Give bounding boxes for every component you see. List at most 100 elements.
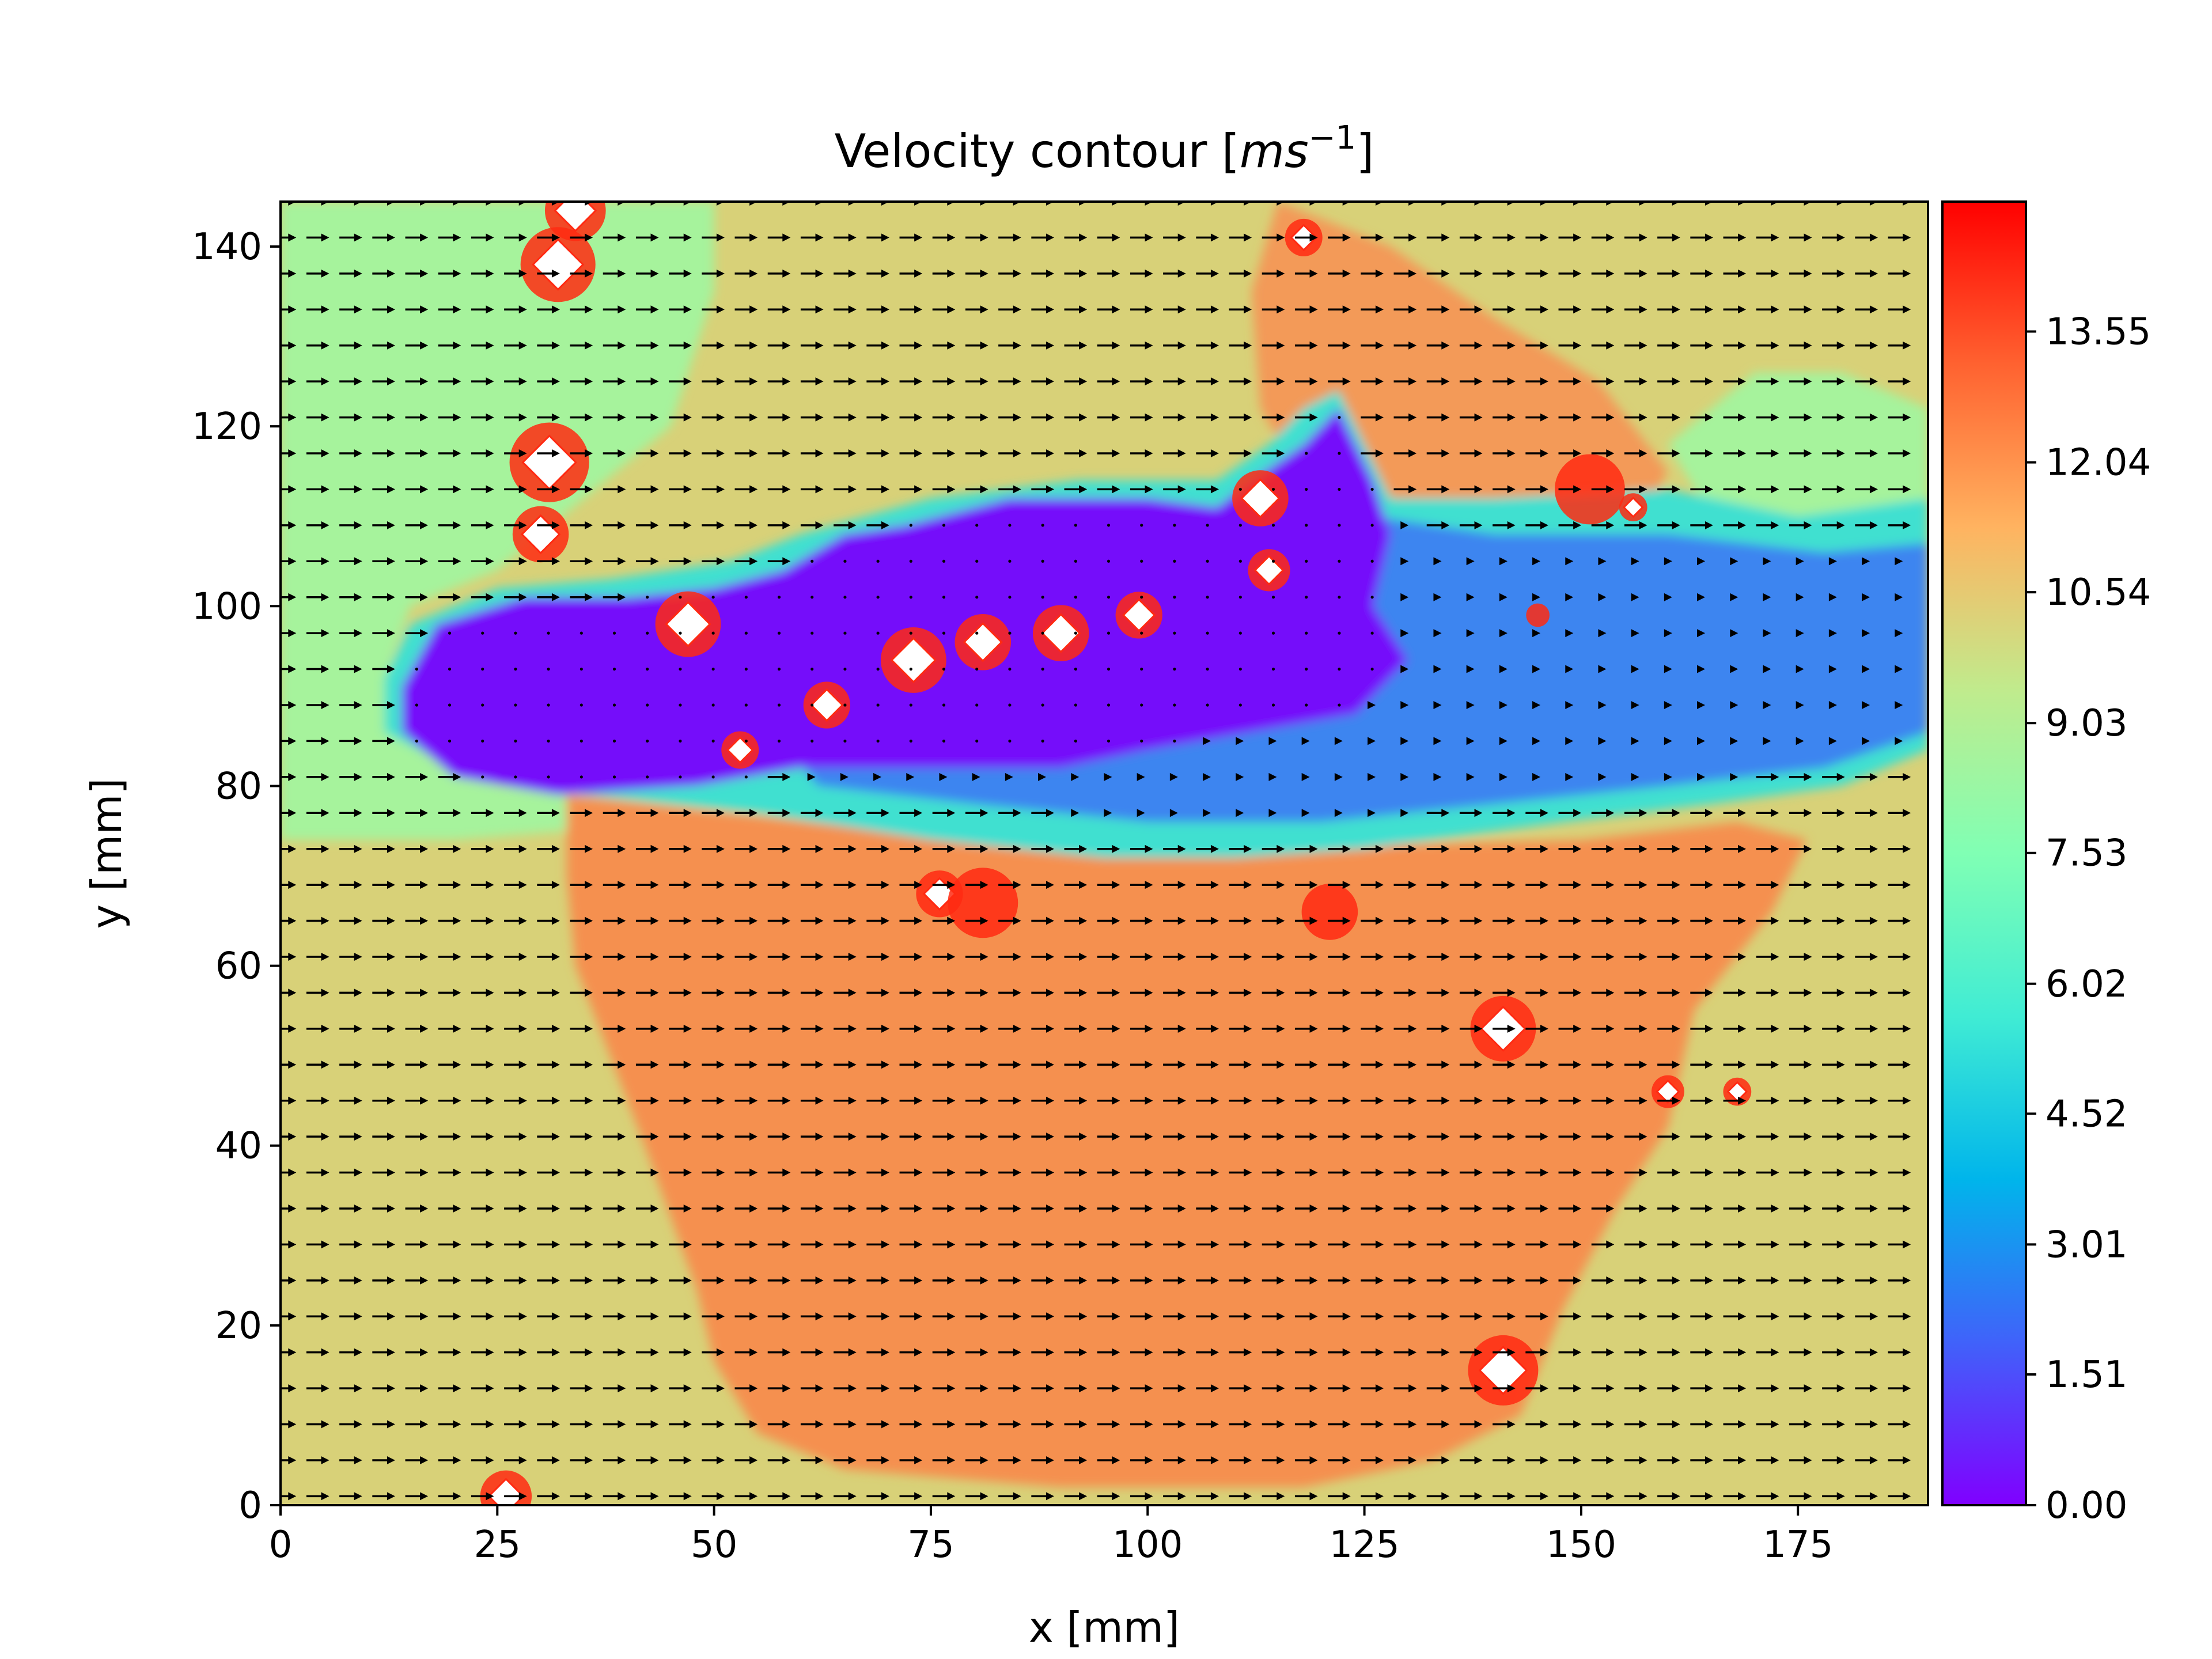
quiver-arrow (1558, 377, 1582, 386)
quiver-arrow (339, 341, 362, 350)
quiver-arrow (909, 739, 912, 743)
quiver-arrow (866, 449, 889, 457)
quiver-arrow (635, 881, 659, 889)
quiver-arrow (1097, 341, 1120, 350)
quiver-arrow (1796, 629, 1804, 638)
quiver-arrow (1690, 1492, 1713, 1501)
quiver-arrow (1064, 1456, 1088, 1464)
quiver-arrow (1532, 665, 1541, 673)
quiver-arrow (1789, 341, 1812, 350)
quiver-arrow (1789, 1348, 1812, 1357)
quiver-arrow (570, 413, 593, 422)
quiver-arrow (669, 1024, 692, 1033)
quiver-field (281, 202, 1911, 1501)
quiver-arrow (1828, 737, 1837, 745)
quiver-arrow (1789, 809, 1812, 817)
quiver-arrow (1262, 1204, 1285, 1213)
quiver-arrow (1466, 700, 1475, 709)
quiver-arrow (1591, 844, 1615, 853)
quiver-arrow (1591, 1492, 1615, 1501)
quiver-arrow (734, 1168, 758, 1177)
quiver-arrow (767, 916, 791, 925)
quiver-arrow (1262, 233, 1285, 242)
quiver-arrow (1163, 269, 1186, 278)
quiver-arrow (1822, 1168, 1845, 1177)
quiver-arrow (1796, 557, 1804, 566)
quiver-arrow (834, 809, 857, 817)
quiver-arrow (537, 1132, 560, 1141)
quiver-arrow (1196, 1276, 1219, 1285)
quiver-arrow (932, 1420, 956, 1429)
quiver-arrow (1400, 772, 1409, 781)
quiver-arrow (372, 593, 395, 601)
hotspot-saturated-10 (1122, 598, 1156, 632)
quiver-arrow (1229, 1420, 1252, 1429)
quiver-arrow (438, 485, 461, 494)
quiver-arrow (1697, 593, 1706, 601)
quiver-arrow (1624, 1492, 1647, 1501)
quiver-arrow (372, 1132, 395, 1141)
quiver-arrow (1459, 269, 1483, 278)
quiver-arrow (339, 809, 362, 817)
quiver-arrow (1558, 1096, 1582, 1105)
quiver-arrow (339, 881, 362, 889)
quiver-arrow (570, 593, 593, 601)
quiver-arrow (1789, 1420, 1812, 1429)
quiver-arrow (1591, 1348, 1615, 1357)
quiver-arrow (1459, 233, 1483, 242)
quiver-arrow (1690, 1312, 1713, 1321)
quiver-arrow (1163, 844, 1186, 853)
quiver-arrow (1393, 485, 1417, 494)
quiver-arrow (1163, 1132, 1186, 1141)
quiver-arrow (1130, 1132, 1153, 1141)
quiver-arrow (1041, 631, 1044, 635)
quiver-arrow (1426, 1060, 1450, 1069)
quiver-arrow (1565, 629, 1574, 638)
chart-title-prefix: Velocity contour [ (835, 124, 1240, 178)
quiver-arrow (1756, 377, 1779, 386)
quiver-arrow (1828, 557, 1837, 566)
quiver-arrow (1393, 1168, 1417, 1177)
quiver-arrow (1393, 1276, 1417, 1285)
quiver-arrow (635, 809, 659, 817)
quiver-arrow (570, 1024, 593, 1033)
quiver-arrow (1140, 703, 1143, 707)
quiver-arrow (1400, 593, 1409, 601)
quiver-arrow (1822, 1204, 1845, 1213)
quiver-arrow (1598, 557, 1607, 566)
quiver-arrow (438, 557, 461, 566)
quiver-arrow (1229, 916, 1252, 925)
quiver-arrow (438, 1276, 461, 1285)
quiver-arrow (1525, 485, 1548, 494)
quiver-arrow (471, 1492, 494, 1501)
quiver-arrow (1368, 700, 1376, 709)
quiver-arrow (1756, 449, 1779, 457)
quiver-arrow (1624, 1348, 1647, 1357)
quiver-arrow (1328, 844, 1351, 853)
quiver-arrow (1328, 881, 1351, 889)
quiver-arrow (1789, 233, 1812, 242)
quiver-arrow (281, 377, 297, 386)
quiver-arrow (1328, 1384, 1351, 1393)
quiver-arrow (1229, 1384, 1252, 1393)
quiver-arrow (1229, 952, 1252, 961)
quiver-arrow (834, 485, 857, 494)
quiver-arrow (603, 1168, 626, 1177)
quiver-arrow (1493, 413, 1516, 422)
quiver-arrow (1459, 377, 1483, 386)
quiver-arrow (1756, 521, 1779, 529)
quiver-arrow (1031, 305, 1054, 314)
quiver-arrow (909, 559, 912, 563)
quiver-arrow (1097, 988, 1120, 997)
quiver-arrow (800, 1492, 824, 1501)
quiver-arrow (1789, 485, 1812, 494)
quiver-arrow (899, 988, 923, 997)
quiver-arrow (1031, 449, 1054, 457)
quiver-arrow (1697, 629, 1706, 638)
quiver-arrow (339, 844, 362, 853)
quiver-arrow (635, 1132, 659, 1141)
quiver-arrow (1328, 1348, 1351, 1357)
quiver-arrow (281, 988, 297, 997)
quiver-arrow (1433, 772, 1442, 781)
quiver-arrow (1064, 1060, 1088, 1069)
